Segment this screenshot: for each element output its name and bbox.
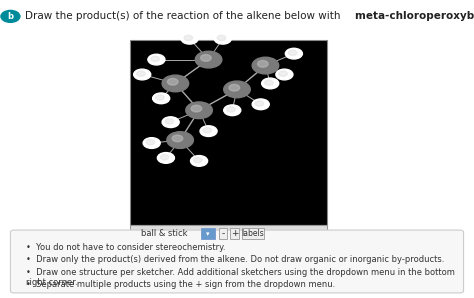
Text: labels: labels xyxy=(242,229,264,238)
Circle shape xyxy=(143,138,160,148)
Circle shape xyxy=(285,48,302,59)
Circle shape xyxy=(201,55,211,61)
Text: +: + xyxy=(231,229,238,238)
Circle shape xyxy=(264,80,273,85)
FancyBboxPatch shape xyxy=(201,228,215,239)
Circle shape xyxy=(200,126,217,136)
Circle shape xyxy=(193,157,202,163)
FancyBboxPatch shape xyxy=(219,228,227,239)
Circle shape xyxy=(1,10,20,22)
Circle shape xyxy=(167,78,178,85)
FancyBboxPatch shape xyxy=(130,225,327,242)
Circle shape xyxy=(165,119,173,124)
Circle shape xyxy=(134,69,151,80)
Circle shape xyxy=(203,128,211,133)
Text: ▾: ▾ xyxy=(206,231,210,237)
Circle shape xyxy=(214,33,231,44)
Text: meta-chloroperoxybenzoic acid: meta-chloroperoxybenzoic acid xyxy=(355,11,474,21)
Circle shape xyxy=(217,35,226,41)
Circle shape xyxy=(195,51,222,68)
Circle shape xyxy=(229,84,240,91)
Circle shape xyxy=(279,71,287,76)
Text: •  Draw one structure per sketcher. Add additional sketchers using the dropdown : • Draw one structure per sketcher. Add a… xyxy=(26,268,455,287)
Circle shape xyxy=(157,153,174,163)
Circle shape xyxy=(146,139,155,145)
Text: •  Draw only the product(s) derived from the alkene. Do not draw organic or inor: • Draw only the product(s) derived from … xyxy=(26,255,445,264)
Text: b: b xyxy=(8,12,13,21)
Circle shape xyxy=(186,102,212,119)
Circle shape xyxy=(224,81,250,98)
Text: •  Separate multiple products using the + sign from the dropdown menu.: • Separate multiple products using the +… xyxy=(26,280,335,289)
Circle shape xyxy=(255,101,264,106)
Text: •  You do not have to consider stereochemistry.: • You do not have to consider stereochem… xyxy=(26,243,226,252)
Circle shape xyxy=(224,105,241,116)
FancyBboxPatch shape xyxy=(10,230,464,293)
Circle shape xyxy=(252,99,269,110)
Circle shape xyxy=(191,156,208,166)
Circle shape xyxy=(162,117,179,128)
Text: ball & stick: ball & stick xyxy=(141,229,187,238)
Circle shape xyxy=(151,56,159,61)
Circle shape xyxy=(155,95,164,100)
Circle shape xyxy=(181,33,198,44)
Text: -: - xyxy=(221,229,224,238)
FancyBboxPatch shape xyxy=(130,40,327,225)
Circle shape xyxy=(288,50,297,55)
Circle shape xyxy=(137,71,145,76)
Circle shape xyxy=(160,154,169,160)
Circle shape xyxy=(184,35,192,41)
Circle shape xyxy=(227,107,235,112)
Circle shape xyxy=(191,105,202,112)
FancyBboxPatch shape xyxy=(242,228,264,239)
Circle shape xyxy=(262,78,279,89)
Circle shape xyxy=(167,132,193,148)
Circle shape xyxy=(153,93,170,104)
Circle shape xyxy=(257,60,268,67)
FancyBboxPatch shape xyxy=(230,228,239,239)
Circle shape xyxy=(172,135,183,142)
Text: Draw the product(s) of the reaction of the alkene below with meta-chloroperoxybe: Draw the product(s) of the reaction of t… xyxy=(25,11,474,21)
Circle shape xyxy=(162,75,189,92)
Text: Draw the product(s) of the reaction of the alkene below with: Draw the product(s) of the reaction of t… xyxy=(25,11,343,21)
Circle shape xyxy=(148,54,165,65)
Circle shape xyxy=(252,57,279,74)
Circle shape xyxy=(276,69,293,80)
